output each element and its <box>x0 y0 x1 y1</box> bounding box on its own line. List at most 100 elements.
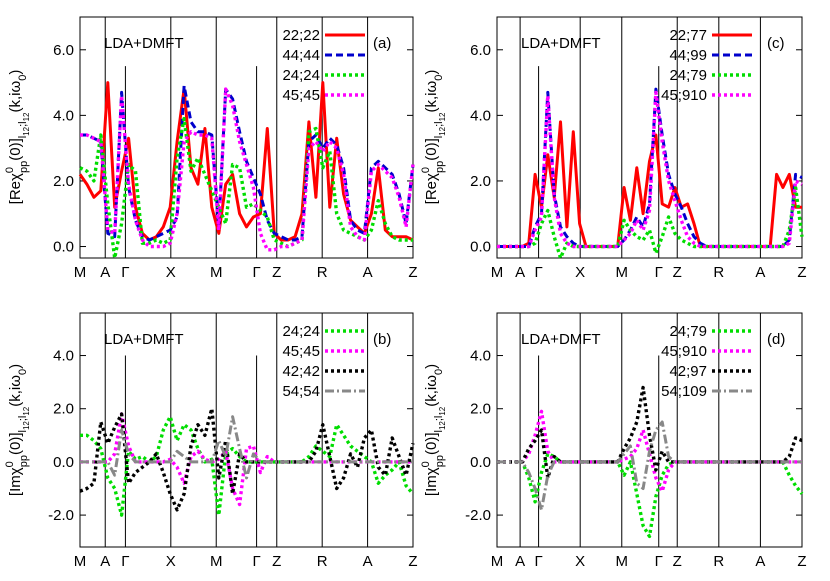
panel-label: (d) <box>767 331 785 348</box>
x-tick-label: M <box>74 553 87 570</box>
y-tick-label: 6.0 <box>53 42 74 59</box>
x-tick-label: Γ <box>252 264 260 281</box>
x-tick-label: M <box>616 264 629 281</box>
y-tick-label: 4.0 <box>53 348 74 365</box>
x-tick-label: A <box>100 264 110 281</box>
y-tick-label: 0.0 <box>53 239 74 256</box>
y-tick-label: -2.0 <box>465 507 491 524</box>
panel-label: (b) <box>373 331 391 348</box>
series-line-3 <box>497 420 802 512</box>
y-tick-label: 4.0 <box>53 107 74 124</box>
y-tick-label: 0.0 <box>53 454 74 471</box>
x-tick-label: Γ <box>252 553 260 570</box>
x-tick-label: M <box>616 553 629 570</box>
legend-label: 54;54 <box>282 383 320 400</box>
x-tick-label: X <box>166 264 176 281</box>
legend-label: 24;79 <box>669 323 707 340</box>
x-tick-label: M <box>74 264 87 281</box>
x-tick-label: A <box>363 264 373 281</box>
legend-label: 42;42 <box>282 363 320 380</box>
x-tick-label: A <box>755 264 765 281</box>
x-tick-label: Γ <box>121 553 129 570</box>
series-line-1 <box>80 84 415 242</box>
series-line-2 <box>497 185 804 260</box>
x-tick-label: R <box>317 264 328 281</box>
x-tick-label: A <box>100 553 110 570</box>
x-tick-label: Γ <box>534 553 542 570</box>
legend-label: 44;44 <box>282 47 320 64</box>
series-line-2 <box>497 385 803 480</box>
x-tick-label: Z <box>272 553 281 570</box>
series-line-1 <box>497 87 803 248</box>
x-tick-label: Γ <box>655 264 663 281</box>
y-tick-label: 4.0 <box>470 107 491 124</box>
y-tick-label: 2.0 <box>53 173 74 190</box>
x-tick-label: Z <box>797 553 806 570</box>
series-line-2 <box>79 116 413 260</box>
y-tick-label: 6.0 <box>470 42 491 59</box>
legend-label: 22;77 <box>669 27 707 44</box>
series-line-2 <box>79 407 415 512</box>
y-tick-label: 2.0 <box>53 401 74 418</box>
series-line-3 <box>497 90 803 249</box>
legend-label: 45;45 <box>282 87 320 104</box>
x-tick-label: R <box>713 553 724 570</box>
y-tick-label: 2.0 <box>470 401 491 418</box>
series-line-0 <box>80 415 415 517</box>
x-tick-label: X <box>166 553 176 570</box>
y-tick-label: 4.0 <box>470 348 491 365</box>
legend-label: 45;910 <box>661 343 707 360</box>
plot-frame <box>79 16 414 259</box>
x-tick-label: Z <box>272 264 281 281</box>
panel-annotation: LDA+DMFT <box>104 35 184 52</box>
y-tick-label: 0.0 <box>470 454 491 471</box>
x-tick-label: Z <box>797 264 806 281</box>
plot-frame <box>496 312 803 548</box>
panel-label: (c) <box>767 35 785 52</box>
x-tick-label: M <box>491 553 504 570</box>
x-tick-label: Γ <box>121 264 129 281</box>
y-axis-label: [Imχ0 pp(0)]l12;l12(k,iω0) <box>420 364 447 496</box>
plot-frame <box>79 312 414 548</box>
x-tick-label: A <box>755 553 765 570</box>
legend-label: 42;97 <box>669 363 707 380</box>
panel-annotation: LDA+DMFT <box>521 35 601 52</box>
x-tick-label: R <box>317 553 328 570</box>
y-axis-label: [Reχ0 pp(0)]l12;l12(k,iω0) <box>4 70 31 205</box>
x-tick-label: Z <box>408 553 417 570</box>
y-axis-label: [Imχ0 pp(0)]l12;l12(k,iω0) <box>4 364 31 496</box>
x-tick-label: X <box>575 553 585 570</box>
legend-label: 45;45 <box>282 343 320 360</box>
x-tick-label: M <box>210 553 223 570</box>
legend-label: 24;79 <box>669 67 707 84</box>
y-tick-label: -2.0 <box>48 507 74 524</box>
x-tick-label: M <box>210 264 223 281</box>
series-line-3 <box>80 87 415 252</box>
x-tick-label: A <box>515 553 525 570</box>
legend-label: 44;99 <box>669 47 707 64</box>
series-line-3 <box>80 415 413 480</box>
series-line-1 <box>80 412 413 507</box>
x-tick-label: Γ <box>655 553 663 570</box>
plot-frame <box>496 16 803 259</box>
x-tick-label: Z <box>408 264 417 281</box>
legend-label: 24;24 <box>282 323 320 340</box>
panel-annotation: LDA+DMFT <box>104 331 184 348</box>
panel-annotation: LDA+DMFT <box>521 331 601 348</box>
y-tick-label: 0.0 <box>470 239 491 256</box>
y-tick-label: 2.0 <box>470 173 491 190</box>
x-tick-label: Z <box>673 264 682 281</box>
series-line-0 <box>78 81 414 242</box>
x-tick-label: R <box>713 264 724 281</box>
legend-label: 22;22 <box>282 27 320 44</box>
legend-label: 24;24 <box>282 67 320 84</box>
y-axis-label: [Reχ0 pp(0)]l12;l12(k,iω0) <box>420 70 447 205</box>
x-tick-label: A <box>515 264 525 281</box>
x-tick-label: M <box>491 264 504 281</box>
x-tick-label: A <box>363 553 373 570</box>
panel-label: (a) <box>373 35 391 52</box>
